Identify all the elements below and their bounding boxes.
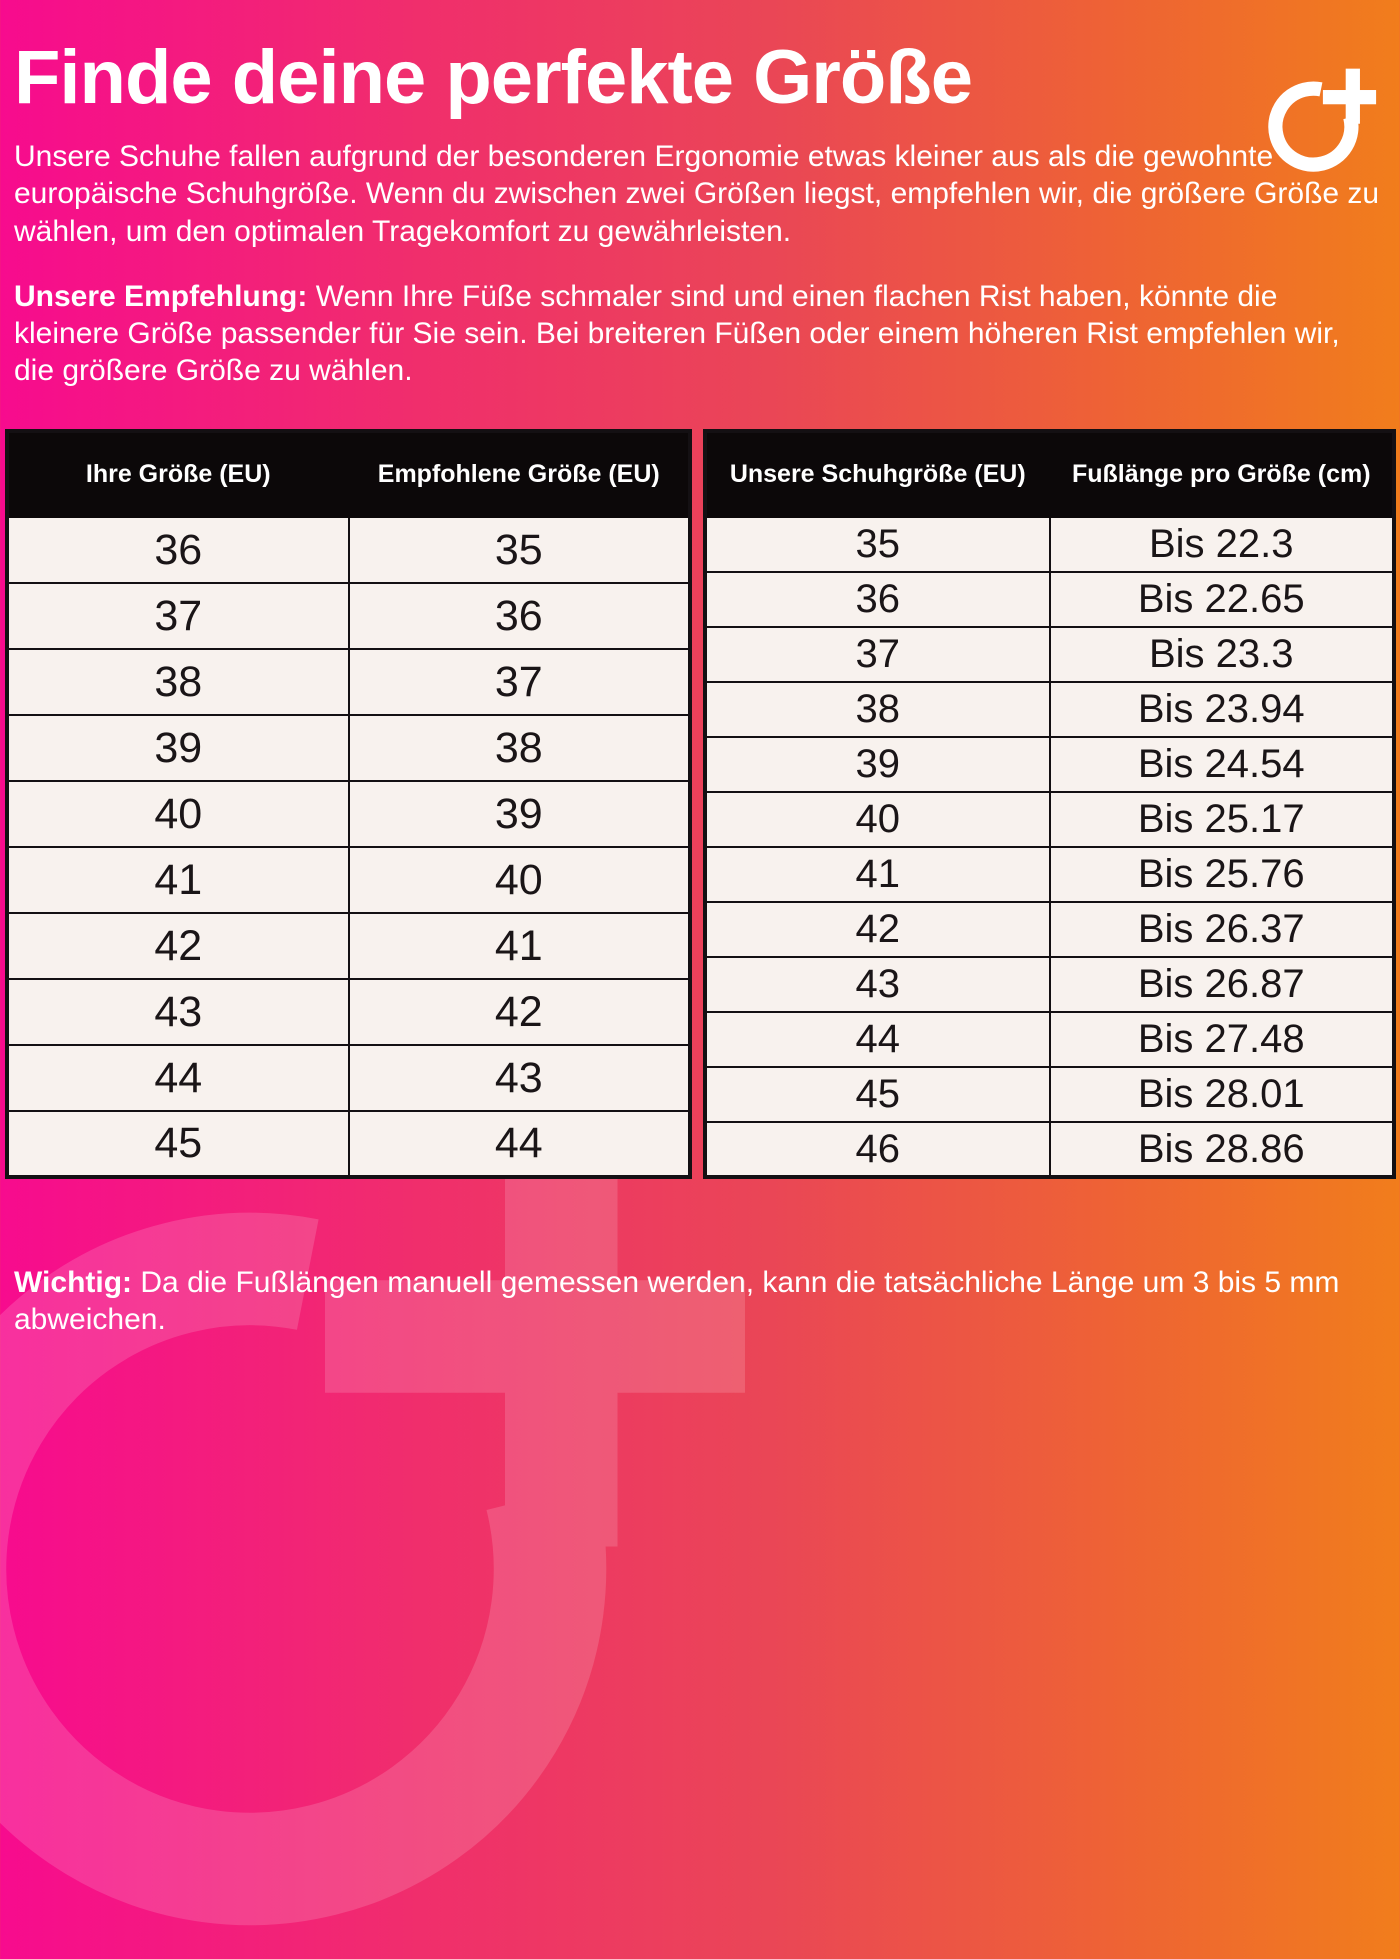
table-cell: 40 [704, 791, 1051, 849]
table-cell: Bis 28.86 [1048, 1121, 1395, 1179]
table-row: 36 35 [6, 516, 691, 585]
table-cell: 37 [6, 582, 350, 651]
table-cell: 40 [347, 846, 691, 915]
column-header: Unsere Schuhgröße (EU) [704, 430, 1051, 519]
table-cell: 42 [347, 978, 691, 1047]
table-row: 40 Bis 25.17 [704, 791, 1395, 849]
table-cell: Bis 27.48 [1048, 1011, 1395, 1069]
table-cell: 36 [6, 516, 350, 585]
table-row: 41 Bis 25.76 [704, 846, 1395, 904]
table-row: 39 Bis 24.54 [704, 736, 1395, 794]
table-cell: 38 [704, 681, 1051, 739]
table-row: 38 37 [6, 648, 691, 717]
recommendation-paragraph: Unsere Empfehlung: Wenn Ihre Füße schmal… [14, 278, 1386, 390]
table-row: 37 Bis 23.3 [704, 626, 1395, 684]
table-row: 42 Bis 26.37 [704, 901, 1395, 959]
column-header: Fußlänge pro Größe (cm) [1048, 430, 1395, 519]
table-cell: 41 [704, 846, 1051, 904]
table-row: 45 Bis 28.01 [704, 1066, 1395, 1124]
table-cell: 36 [347, 582, 691, 651]
column-header: Empfohlene Größe (EU) [347, 430, 691, 519]
column-header: Ihre Größe (EU) [6, 430, 350, 519]
table-row: 36 Bis 22.65 [704, 571, 1395, 629]
table-cell: Bis 22.65 [1048, 571, 1395, 629]
header: Finde deine perfekte Größe Unsere Schuhe… [0, 34, 1400, 389]
table-cell: 41 [347, 912, 691, 981]
table-cell: 37 [704, 626, 1051, 684]
table-header-row: Unsere Schuhgröße (EU) Fußlänge pro Größe… [704, 430, 1395, 519]
size-recommendation-table: Ihre Größe (EU) Empfohlene Größe (EU) 36 35… [5, 429, 692, 1180]
table-cell: 39 [704, 736, 1051, 794]
table-cell: 43 [347, 1044, 691, 1113]
table-row: 39 38 [6, 714, 691, 783]
tables-section: Ihre Größe (EU) Empfohlene Größe (EU) 36 35… [0, 429, 1400, 1180]
recommendation-label: Unsere Empfehlung: [14, 279, 308, 313]
important-text: Da die Fußlängen manuell gemessen werden… [14, 1266, 1340, 1337]
table-cell: 35 [347, 516, 691, 585]
table-row: 44 43 [6, 1044, 691, 1113]
table-row: 37 36 [6, 582, 691, 651]
table-cell: Bis 22.3 [1048, 516, 1395, 574]
table-cell: 39 [6, 714, 350, 783]
brand-logo-icon [1268, 68, 1377, 172]
table-cell: Bis 25.76 [1048, 846, 1395, 904]
table-cell: Bis 23.94 [1048, 681, 1395, 739]
table-cell: Bis 26.87 [1048, 956, 1395, 1014]
recommendation-text: Wenn Ihre Füße schmaler sind und einen f… [14, 279, 1340, 388]
page-content: Finde deine perfekte Größe Unsere Schuhe… [0, 34, 1400, 1339]
table-cell: 37 [347, 648, 691, 717]
table-cell: 43 [6, 978, 350, 1047]
table-cell: 44 [347, 1110, 691, 1179]
size-guide-infographic: { "page": { "title": "Finde deine perfek… [0, 34, 1400, 1926]
table-row: 40 39 [6, 780, 691, 849]
table-cell: 45 [6, 1110, 350, 1179]
table-row: 41 40 [6, 846, 691, 915]
table-cell: 40 [6, 780, 350, 849]
page-title: Finde deine perfekte Größe [14, 35, 973, 120]
table-cell: 43 [704, 956, 1051, 1014]
table-cell: 38 [6, 648, 350, 717]
table-cell: 36 [704, 571, 1051, 629]
table-cell: 42 [704, 901, 1051, 959]
foot-length-table: Unsere Schuhgröße (EU) Fußlänge pro Größe… [703, 429, 1396, 1180]
table-cell: 38 [347, 714, 691, 783]
important-label: Wichtig: [14, 1266, 133, 1300]
table-cell: 46 [704, 1121, 1051, 1179]
footer: Wichtig: Da die Fußlängen manuell gemess… [0, 1264, 1400, 1338]
table-row: 38 Bis 23.94 [704, 681, 1395, 739]
table-row: 43 42 [6, 978, 691, 1047]
table-row: 35 Bis 22.3 [704, 516, 1395, 574]
table-row: 46 Bis 28.86 [704, 1121, 1395, 1179]
table-cell: Bis 24.54 [1048, 736, 1395, 794]
table-row: 45 44 [6, 1110, 691, 1179]
table-cell: Bis 28.01 [1048, 1066, 1395, 1124]
table-cell: Bis 23.3 [1048, 626, 1395, 684]
table-header-row: Ihre Größe (EU) Empfohlene Größe (EU) [6, 430, 691, 519]
table-cell: 44 [704, 1011, 1051, 1069]
table-cell: 45 [704, 1066, 1051, 1124]
intro-paragraph: Unsere Schuhe fallen aufgrund der besond… [14, 140, 1380, 248]
table-cell: 44 [6, 1044, 350, 1113]
table-cell: Bis 26.37 [1048, 901, 1395, 959]
table-cell: 39 [347, 780, 691, 849]
table-row: 44 Bis 27.48 [704, 1011, 1395, 1069]
table-cell: 35 [704, 516, 1051, 574]
table-cell: 41 [6, 846, 350, 915]
table-cell: 42 [6, 912, 350, 981]
important-note: Wichtig: Da die Fußlängen manuell gemess… [14, 1264, 1386, 1338]
table-row: 43 Bis 26.87 [704, 956, 1395, 1014]
table-row: 42 41 [6, 912, 691, 981]
table-cell: Bis 25.17 [1048, 791, 1395, 849]
